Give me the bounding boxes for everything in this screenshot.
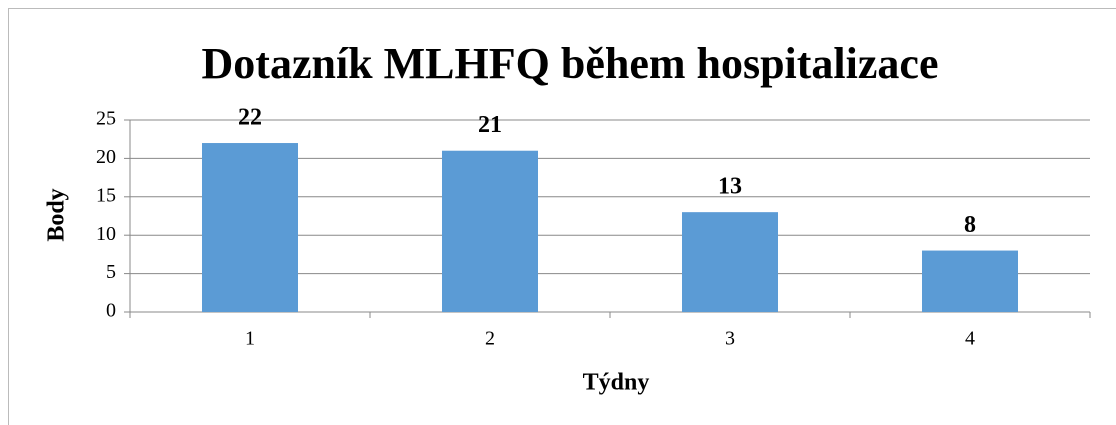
chart-title: Dotazník MLHFQ během hospitalizace bbox=[202, 39, 939, 88]
y-tick-label: 5 bbox=[106, 261, 116, 283]
data-label: 8 bbox=[964, 212, 976, 238]
y-tick-label: 20 bbox=[96, 146, 116, 168]
bar bbox=[202, 143, 298, 312]
data-label: 21 bbox=[478, 112, 502, 138]
y-tick-label: 15 bbox=[96, 184, 116, 206]
y-axis-label: Body bbox=[44, 188, 70, 241]
x-tick-label: 3 bbox=[725, 328, 735, 350]
bar bbox=[922, 250, 1018, 312]
x-tick-label: 2 bbox=[485, 328, 495, 350]
y-tick-label: 25 bbox=[96, 108, 116, 130]
x-tick-label: 4 bbox=[965, 328, 975, 350]
bar bbox=[442, 150, 538, 312]
data-label: 13 bbox=[718, 174, 742, 200]
x-tick-label: 1 bbox=[245, 328, 255, 350]
y-tick-label: 0 bbox=[106, 300, 116, 322]
chart-frame bbox=[8, 8, 1116, 425]
x-axis-label: Týdny bbox=[583, 370, 650, 396]
data-label: 22 bbox=[238, 105, 262, 131]
bar bbox=[682, 212, 778, 312]
y-tick-label: 10 bbox=[96, 223, 116, 245]
